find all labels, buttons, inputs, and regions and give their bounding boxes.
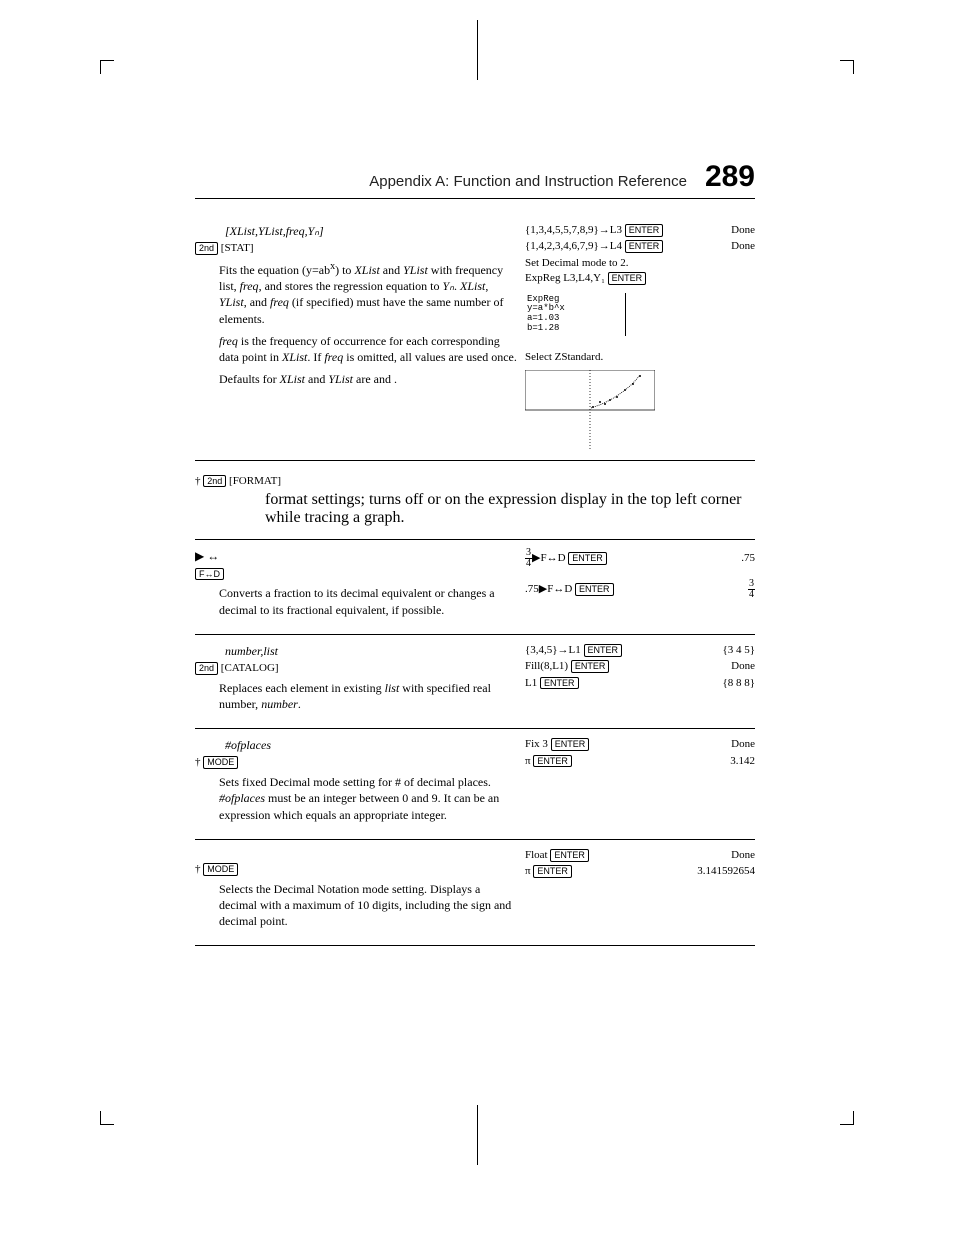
header-title: Appendix A: Function and Instruction Ref… (369, 173, 687, 190)
entry-fd: ▶ ↔ F↔D Converts a fraction to its decim… (195, 540, 755, 634)
fix-ex1: Fix 3 ENTERDone (525, 737, 755, 752)
entry-float: † MODE Selects the Decimal Notation mode… (195, 840, 755, 946)
crop-mark-bl (100, 1111, 114, 1125)
expreg-ex-line2: {1,4,2,3,4,6,7,9}→L4 ENTER Done (525, 239, 755, 254)
crop-mark-tl (100, 60, 114, 74)
fd-keypath: F↔D (195, 567, 517, 582)
fd-desc: Converts a fraction to its decimal equiv… (195, 585, 517, 617)
float-desc: Selects the Decimal Notation mode settin… (195, 881, 517, 930)
expreg-desc3: Defaults for XList and YList are and . (195, 371, 517, 387)
crop-mark-tr (840, 60, 854, 74)
fix-right: Fix 3 ENTERDone π ENTER3.142 (525, 737, 755, 829)
format-keypath: † 2nd [FORMAT] (195, 475, 755, 488)
format-desc: format settings; turns off or on the exp… (195, 491, 755, 527)
graph-svg (525, 370, 655, 450)
expreg-keypath: 2nd [STAT] (195, 241, 517, 256)
page-number: 289 (705, 160, 755, 194)
expreg-left: [XList,YList,freq,Yₙ] 2nd [STAT] Fits th… (195, 223, 525, 450)
crop-mark-br (840, 1111, 854, 1125)
entry-format: † 2nd [FORMAT] format settings; turns of… (195, 461, 755, 541)
fill-right: {3,4,5}→L1 ENTER{3 4 5} Fill(8,L1) ENTER… (525, 643, 755, 718)
key-2nd: 2nd (195, 242, 218, 255)
expreg-desc1: Fits the equation (y=abx) to XList and Y… (195, 260, 517, 327)
expreg-ex-line4: ExpReg L3,L4,Y₁ ENTER (525, 271, 755, 286)
expreg-ex-line1: {1,3,4,5,5,7,8,9}→L3 ENTER Done (525, 223, 755, 238)
expreg-note: Select ZStandard. (525, 350, 755, 365)
float-ex1: Float ENTERDone (525, 848, 755, 863)
fix-left: #ofplaces † MODE Sets fixed Decimal mode… (195, 737, 525, 829)
fix-keypath: † MODE (195, 755, 517, 770)
fd-right: 34▶F↔D ENTER .75 .75▶F↔D ENTER 34 (525, 548, 755, 623)
menu-stat: [STAT] (221, 242, 254, 254)
fd-ex2: .75▶F↔D ENTER 34 (525, 579, 755, 600)
expreg-calc-output: ExpReg y=a*b^x a=1.03 b=1.28 (525, 293, 626, 337)
page-header: Appendix A: Function and Instruction Ref… (195, 160, 755, 199)
fix-desc: Sets fixed Decimal mode setting for # of… (195, 774, 517, 823)
fd-ex1: 34▶F↔D ENTER .75 (525, 548, 755, 569)
entry-fix: #ofplaces † MODE Sets fixed Decimal mode… (195, 729, 755, 840)
page-content: Appendix A: Function and Instruction Ref… (195, 160, 755, 946)
fill-ex3: L1 ENTER{8 8 8} (525, 676, 755, 691)
expreg-right: {1,3,4,5,5,7,8,9}→L3 ENTER Done {1,4,2,3… (525, 223, 755, 450)
fill-ex1: {3,4,5}→L1 ENTER{3 4 5} (525, 643, 755, 658)
fd-left: ▶ ↔ F↔D Converts a fraction to its decim… (195, 548, 525, 623)
spine-mark-top (477, 20, 478, 80)
entry-expreg: [XList,YList,freq,Yₙ] 2nd [STAT] Fits th… (195, 215, 755, 461)
fix-syntax: #ofplaces (195, 737, 517, 753)
expreg-graph (525, 370, 655, 450)
float-left: † MODE Selects the Decimal Notation mode… (195, 848, 525, 935)
float-ex2: π ENTER3.141592654 (525, 864, 755, 879)
expreg-ex-line3: Set Decimal mode to 2. (525, 256, 755, 271)
expreg-syntax: [XList,YList,freq,Yₙ] (195, 223, 517, 239)
fill-desc: Replaces each element in existing list w… (195, 680, 517, 712)
float-right: Float ENTERDone π ENTER3.141592654 (525, 848, 755, 935)
fix-ex2: π ENTER3.142 (525, 754, 755, 769)
fd-arrow: ▶ ↔ (195, 548, 517, 564)
float-keypath: † MODE (195, 862, 517, 877)
fill-keypath: 2nd [CATALOG] (195, 661, 517, 676)
spine-mark-bottom (477, 1105, 478, 1165)
fill-ex2: Fill(8,L1) ENTERDone (525, 659, 755, 674)
fill-left: number,list 2nd [CATALOG] Replaces each … (195, 643, 525, 718)
fill-syntax: number,list (195, 643, 517, 659)
expreg-desc2: freq is the frequency of occurrence for … (195, 333, 517, 365)
entry-fill: number,list 2nd [CATALOG] Replaces each … (195, 635, 755, 729)
